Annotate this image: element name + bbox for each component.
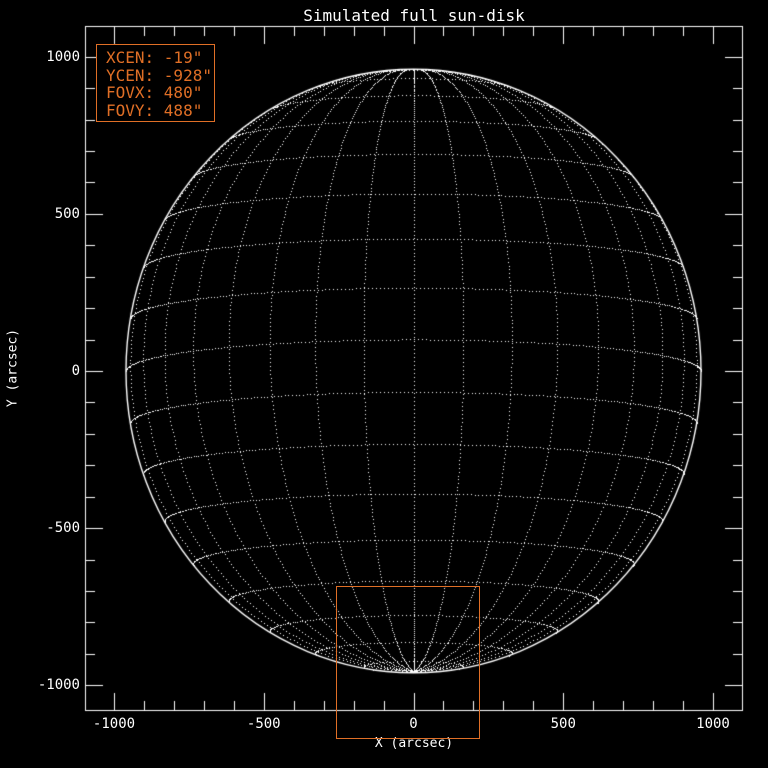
x-tick-label: -1000 (92, 716, 136, 732)
y-tick-label: 1000 (46, 48, 80, 65)
legend-line: YCEN: -928" (106, 65, 212, 85)
fov-rectangle (336, 586, 480, 739)
fov-legend-box: XCEN: -19" YCEN: -928" FOVX: 480" FOVY: 488… (96, 44, 215, 122)
x-tick-label: 0 (409, 716, 418, 732)
x-tick-label: 1000 (696, 716, 730, 732)
y-tick-label: -1000 (37, 677, 80, 694)
y-tick-label: -500 (46, 520, 80, 537)
legend-line: XCEN: -19" (106, 48, 203, 67)
y-tick-label: 500 (54, 205, 80, 222)
y-tick-label: 0 (71, 363, 80, 379)
x-axis-label: X (arcsec) (374, 736, 454, 751)
x-tick-label: -500 (246, 716, 281, 732)
legend-line: FOVY: 488" (106, 100, 203, 120)
x-tick-label: 500 (550, 716, 576, 732)
legend-line: FOVX: 480" (106, 83, 203, 102)
plot-title: Simulated full sun-disk (303, 6, 525, 25)
